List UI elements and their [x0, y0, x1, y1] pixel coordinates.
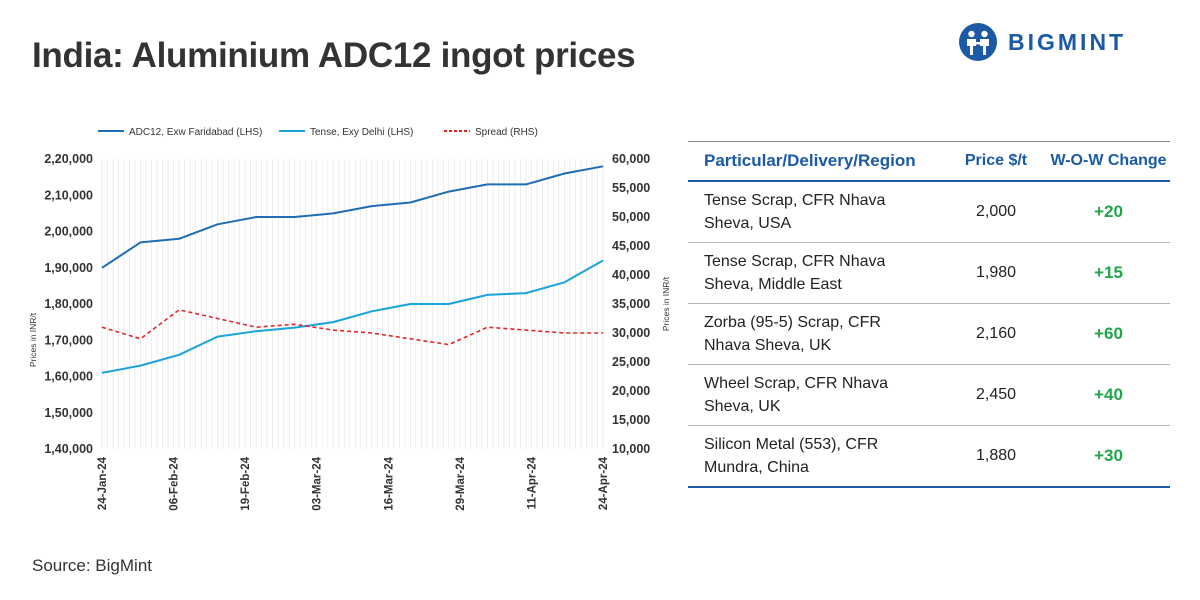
y2-tick-label: 35,000 [612, 297, 650, 311]
y-tick-label: 1,80,000 [44, 297, 93, 311]
bigmint-logo-icon [959, 23, 997, 61]
x-tick-label: 16-Mar-24 [383, 456, 395, 510]
row-price: 2,450 [945, 364, 1047, 426]
chart-grid [101, 159, 604, 449]
y-tick-label: 2,00,000 [44, 225, 93, 239]
header-price: Price $/t [945, 141, 1047, 182]
y-tick-label: 1,70,000 [44, 333, 93, 347]
y2-tick-label: 20,000 [612, 384, 650, 398]
source-note: Source: BigMint [32, 556, 152, 575]
y-tick-label: 2,20,000 [44, 152, 93, 166]
header-particular: Particular/Delivery/Region [688, 141, 945, 182]
price-line-chart: ADC12, Exw Faridabad (LHS) Tense, Exy Del… [28, 127, 671, 511]
row-change: +60 [1047, 303, 1170, 365]
x-tick-label: 24-Apr-24 [598, 456, 610, 510]
legend-label: ADC12, Exw Faridabad (LHS) [129, 127, 262, 138]
row-particular: Zorba (95-5) Scrap, CFR Nhava Sheva, UK [704, 314, 881, 354]
y2-tick-label: 30,000 [612, 326, 650, 340]
y2-tick-label: 55,000 [612, 181, 650, 195]
row-particular: Tense Scrap, CFR Nhava Sheva, USA [704, 192, 886, 232]
brand-logo: BIGMINT [958, 20, 1168, 64]
y2-tick-label: 10,000 [612, 442, 650, 456]
y-tick-label: 1,90,000 [44, 261, 93, 275]
row-particular: Wheel Scrap, CFR Nhava Sheva, UK [704, 375, 889, 415]
chart-legend: ADC12, Exw Faridabad (LHS) Tense, Exy Del… [98, 127, 538, 138]
series-line-2 [101, 309, 603, 346]
y-tick-label: 1,50,000 [44, 406, 93, 420]
price-table: Particular/Delivery/Region Price $/t W-O… [688, 141, 1170, 488]
row-particular: Tense Scrap, CFR Nhava Sheva, Middle Eas… [704, 253, 886, 293]
x-tick-label: 03-Mar-24 [312, 456, 324, 510]
series-line-0 [101, 165, 604, 269]
legend-label: Tense, Exy Delhi (LHS) [310, 127, 413, 138]
row-price: 1,980 [945, 242, 1047, 304]
x-tick-label: 19-Feb-24 [240, 456, 252, 510]
brand-name: BIGMINT [1008, 28, 1127, 55]
table-row: Zorba (95-5) Scrap, CFR Nhava Sheva, UK … [688, 303, 1170, 365]
x-tick-label: 29-Mar-24 [455, 456, 467, 510]
y-axis-label: Prices in INR/t [28, 312, 38, 367]
x-tick-label: 06-Feb-24 [169, 456, 181, 510]
legend-label: Spread (RHS) [475, 127, 538, 138]
row-price: 2,000 [945, 181, 1047, 243]
page-title: India: Aluminium ADC12 ingot prices [32, 36, 636, 75]
y2-tick-label: 50,000 [612, 210, 650, 224]
row-particular: Silicon Metal (553), CFR Mundra, China [704, 436, 879, 476]
y-axis-right: 60,000 55,000 50,000 45,000 40,000 35,000 30,0… [612, 152, 650, 456]
y-tick-label: 1,40,000 [44, 442, 93, 456]
row-change: +40 [1047, 364, 1170, 426]
y2-tick-label: 15,000 [612, 413, 650, 427]
x-axis: 24-Jan-24 06-Feb-24 19-Feb-24 03-Mar-24 16-M… [97, 456, 610, 510]
y2-axis-label: Prices in INR/t [661, 276, 671, 331]
row-price: 1,880 [945, 425, 1047, 488]
table-row: Tense Scrap, CFR Nhava Sheva, Middle Eas… [688, 242, 1170, 304]
y2-tick-label: 45,000 [612, 239, 650, 253]
chart-series [101, 165, 604, 374]
header-change: W-O-W Change [1047, 141, 1170, 182]
y2-tick-label: 40,000 [612, 268, 650, 282]
x-tick-label: 11-Apr-24 [526, 456, 538, 509]
row-change: +20 [1047, 181, 1170, 243]
table-row: Wheel Scrap, CFR Nhava Sheva, UK 2,450 +… [688, 364, 1170, 426]
table-row: Tense Scrap, CFR Nhava Sheva, USA 2,000 … [688, 181, 1170, 243]
row-change: +15 [1047, 242, 1170, 304]
y2-tick-label: 25,000 [612, 355, 650, 369]
y-tick-label: 2,10,000 [44, 188, 93, 202]
table-row: Silicon Metal (553), CFR Mundra, China 1… [688, 425, 1170, 488]
row-change: +30 [1047, 425, 1170, 488]
row-price: 2,160 [945, 303, 1047, 365]
x-tick-label: 24-Jan-24 [97, 456, 109, 510]
y-axis-left: 2,20,000 2,10,000 2,00,000 1,90,000 1,80,000… [44, 152, 93, 456]
y-tick-label: 1,60,000 [44, 370, 93, 384]
table-header-row: Particular/Delivery/Region Price $/t W-O… [688, 141, 1170, 182]
series-line-1 [101, 259, 604, 374]
y2-tick-label: 60,000 [612, 152, 650, 166]
